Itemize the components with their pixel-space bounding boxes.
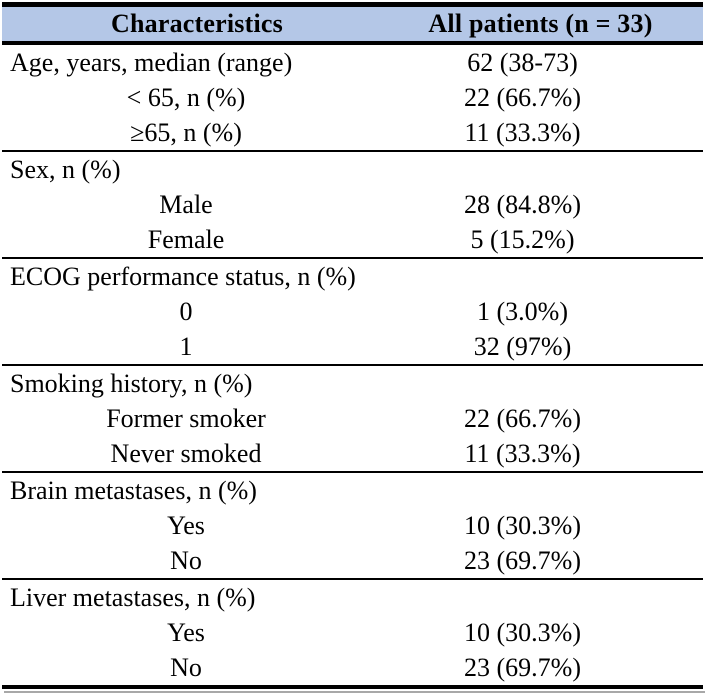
patient-characteristics-table: Characteristics All patients (n = 33) Ag…	[2, 2, 703, 689]
row-sublabel: No	[170, 652, 202, 682]
row-sublabel: < 65, n (%)	[126, 82, 246, 112]
row-section-label: Liver metastases, n (%)	[2, 578, 392, 615]
row-value	[392, 471, 703, 508]
table-row: ≥65, n (%) 11 (33.3%)	[2, 115, 703, 151]
row-sublabel: Yes	[167, 510, 205, 540]
row-value: 11 (33.3%)	[464, 438, 581, 468]
row-value: 28 (84.8%)	[464, 189, 581, 219]
row-value: 23 (69.7%)	[464, 545, 581, 575]
table-row: Age, years, median (range) 62 (38-73)	[2, 43, 703, 80]
row-value: 62 (38-73)	[467, 47, 578, 77]
table-row: ECOG performance status, n (%)	[2, 257, 703, 294]
row-value: 10 (30.3%)	[464, 617, 581, 647]
header-all-patients: All patients (n = 33)	[392, 4, 703, 45]
row-section-label: ECOG performance status, n (%)	[2, 257, 392, 294]
table-row: Liver metastases, n (%)	[2, 578, 703, 615]
table-row: No 23 (69.7%)	[2, 650, 703, 687]
table-row: Yes 10 (30.3%)	[2, 508, 703, 543]
row-sublabel: Male	[159, 189, 213, 219]
row-value	[392, 578, 703, 615]
table-row: Former smoker 22 (66.7%)	[2, 401, 703, 436]
row-sublabel: Yes	[167, 617, 205, 647]
row-value: 11 (33.3%)	[464, 117, 581, 147]
table-row: Yes 10 (30.3%)	[2, 615, 703, 650]
row-sublabel: Former smoker	[106, 403, 266, 433]
table-row: Male 28 (84.8%)	[2, 187, 703, 222]
table-row: No 23 (69.7%)	[2, 543, 703, 579]
row-sublabel: Female	[147, 224, 225, 254]
table-bottom-thin-rule	[4, 691, 705, 693]
table-row: Brain metastases, n (%)	[2, 471, 703, 508]
row-sublabel: 0	[179, 296, 193, 326]
table-header: Characteristics All patients (n = 33)	[2, 4, 703, 45]
table-row: Never smoked 11 (33.3%)	[2, 436, 703, 472]
table-row: Smoking history, n (%)	[2, 364, 703, 401]
row-section-label: Sex, n (%)	[2, 150, 392, 187]
row-value: 23 (69.7%)	[464, 652, 581, 682]
row-sublabel: 1	[179, 331, 193, 361]
row-section-label: Age, years, median (range)	[10, 47, 293, 77]
row-value: 1 (3.0%)	[477, 296, 568, 326]
row-value	[392, 257, 703, 294]
row-value: 32 (97%)	[473, 331, 572, 361]
row-sublabel: ≥65, n (%)	[130, 117, 242, 147]
row-section-label: Smoking history, n (%)	[2, 364, 392, 401]
row-sublabel: Never smoked	[110, 438, 262, 468]
row-sublabel: No	[170, 545, 202, 575]
row-value	[392, 364, 703, 401]
table-body: Age, years, median (range) 62 (38-73) < 65…	[2, 43, 703, 687]
row-value: 10 (30.3%)	[464, 510, 581, 540]
table-row: Female 5 (15.2%)	[2, 222, 703, 258]
header-row: Characteristics All patients (n = 33)	[2, 4, 703, 45]
table-row: 1 32 (97%)	[2, 329, 703, 365]
row-section-label: Brain metastases, n (%)	[2, 471, 392, 508]
table-row: Sex, n (%)	[2, 150, 703, 187]
header-characteristics: Characteristics	[2, 4, 392, 45]
row-value: 22 (66.7%)	[464, 403, 581, 433]
row-value: 22 (66.7%)	[464, 82, 581, 112]
table-row: < 65, n (%) 22 (66.7%)	[2, 80, 703, 115]
table-row: 0 1 (3.0%)	[2, 294, 703, 329]
row-value	[392, 150, 703, 187]
row-value: 5 (15.2%)	[470, 224, 575, 254]
